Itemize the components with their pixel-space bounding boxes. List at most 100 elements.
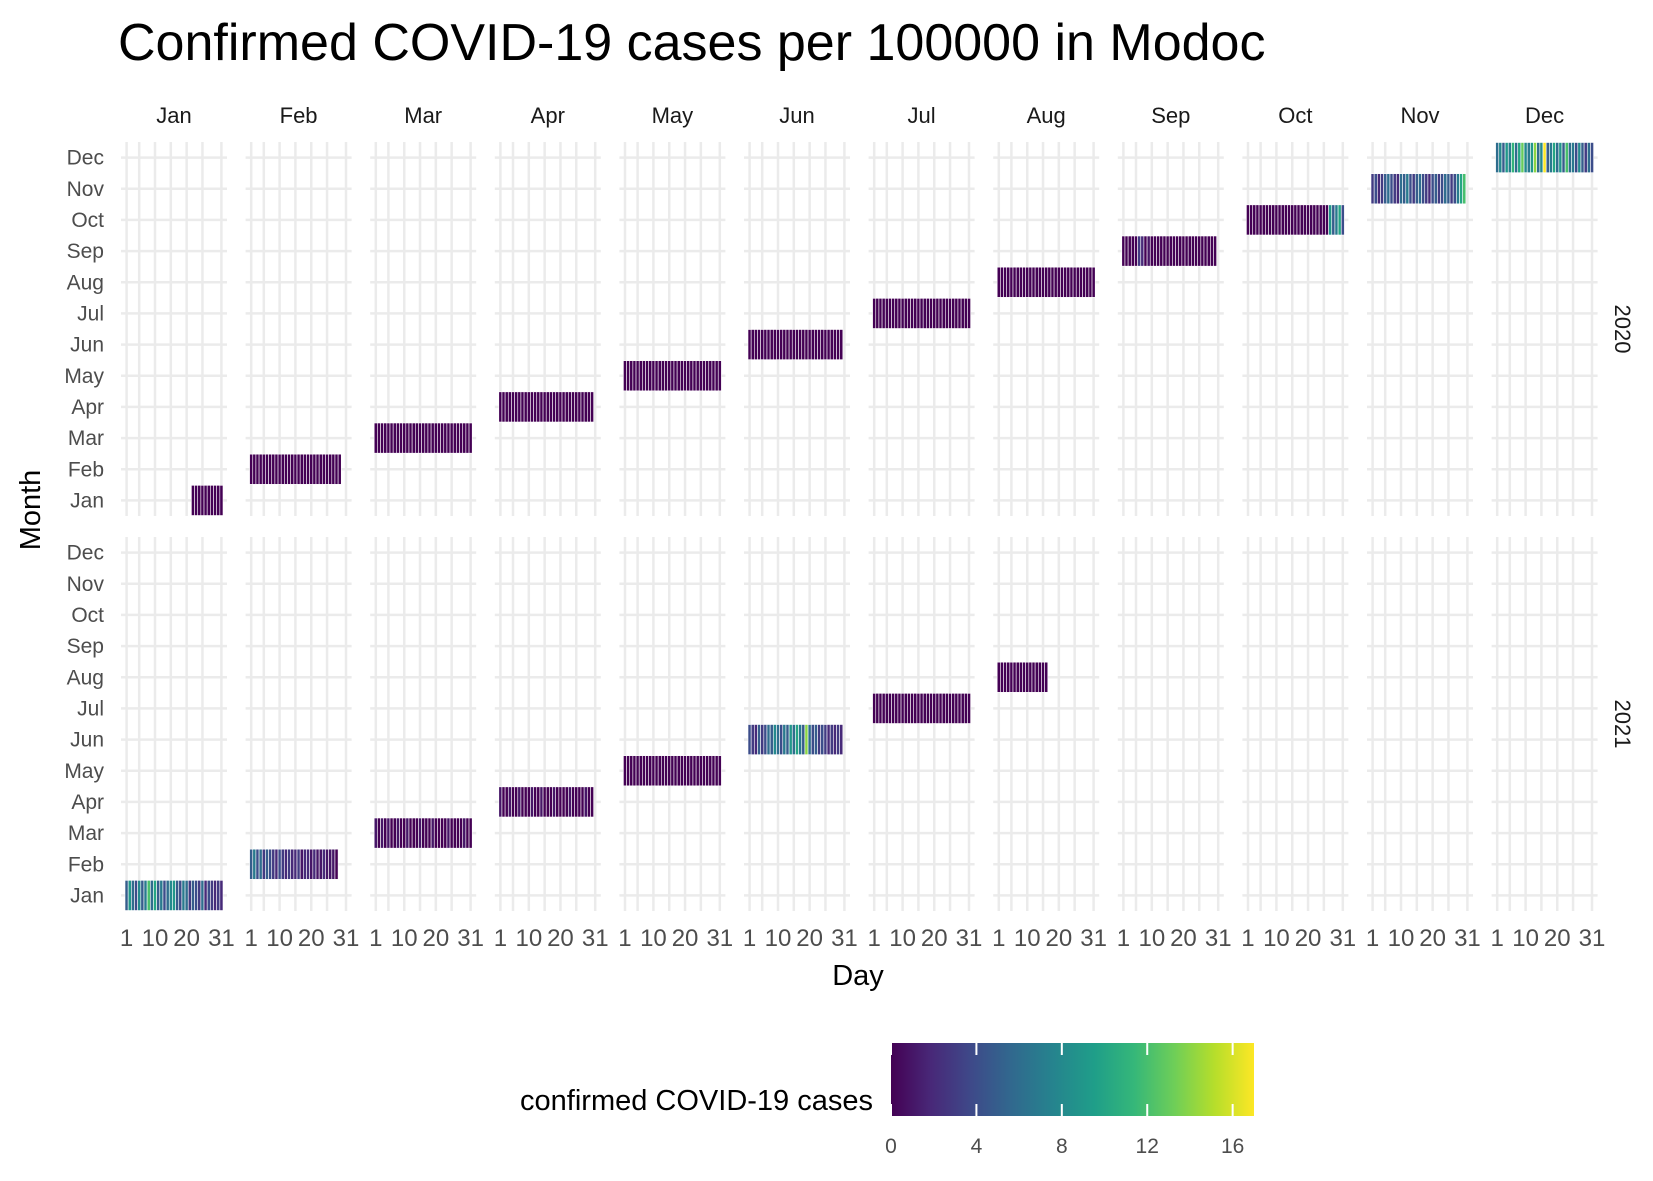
heatmap-tile bbox=[530, 786, 534, 818]
heatmap-tile bbox=[884, 298, 889, 329]
y-tick-label: Mar bbox=[68, 822, 104, 845]
heatmap-tile bbox=[1568, 142, 1572, 173]
y-tick-label: Apr bbox=[71, 396, 104, 419]
heatmap-tile bbox=[271, 453, 276, 485]
heatmap-tile bbox=[468, 817, 473, 849]
heatmap-tile bbox=[1331, 204, 1336, 236]
heatmap-tile bbox=[664, 360, 668, 392]
heatmap-tile bbox=[645, 755, 649, 787]
heatmap-tile bbox=[760, 724, 765, 755]
heatmap-tile bbox=[1580, 142, 1585, 173]
heatmap-tile bbox=[954, 693, 959, 724]
heatmap-tile bbox=[801, 329, 806, 360]
heatmap-tile bbox=[1561, 142, 1566, 173]
heatmap-tile bbox=[676, 755, 681, 787]
heatmap-tile bbox=[689, 360, 694, 392]
heatmap-tile bbox=[552, 391, 556, 423]
x-tick-label: 20 bbox=[1170, 925, 1197, 952]
heatmap-tile bbox=[424, 422, 429, 454]
heatmap-tile bbox=[1277, 204, 1282, 236]
heatmap-tile bbox=[1121, 235, 1126, 267]
heatmap-tile bbox=[1424, 173, 1429, 205]
heatmap-tile bbox=[1175, 235, 1180, 267]
heatmap-tile bbox=[549, 391, 553, 423]
heatmap-tile bbox=[916, 298, 921, 329]
heatmap-tile bbox=[399, 817, 403, 849]
x-tick-label: 10 bbox=[640, 925, 667, 952]
heatmap-tile bbox=[219, 485, 224, 516]
heatmap-tile bbox=[683, 360, 687, 392]
heatmap-tile bbox=[299, 848, 304, 880]
x-tick-label: 10 bbox=[1263, 925, 1290, 952]
heatmap-tile bbox=[711, 755, 716, 787]
heatmap-tile bbox=[776, 329, 780, 360]
heatmap-tile bbox=[265, 453, 269, 485]
heatmap-tile bbox=[1044, 661, 1049, 693]
heatmap-tile bbox=[137, 880, 142, 911]
heatmap-tile bbox=[427, 817, 432, 849]
heatmap-tile bbox=[127, 880, 132, 911]
y-axis-label: Month bbox=[15, 470, 47, 551]
legend-tick-label: 8 bbox=[1056, 1135, 1068, 1158]
heatmap-tile bbox=[1025, 266, 1030, 298]
heatmap-tile bbox=[763, 724, 768, 755]
heatmap-tile bbox=[396, 817, 400, 849]
heatmap-tile bbox=[533, 391, 538, 423]
heatmap-tile bbox=[558, 391, 563, 423]
heatmap-tile bbox=[590, 786, 594, 818]
heatmap-tile bbox=[1265, 204, 1269, 236]
heatmap-tile bbox=[1293, 204, 1298, 236]
heatmap-tile bbox=[583, 786, 588, 818]
heatmap-tile bbox=[676, 360, 681, 392]
y-tick-label: Jan bbox=[70, 884, 104, 907]
heatmap-tile bbox=[779, 724, 784, 755]
heatmap-tile bbox=[1440, 173, 1445, 205]
facet-label-month: Apr bbox=[531, 103, 565, 128]
heatmap-tile bbox=[1178, 235, 1183, 267]
heatmap-tile bbox=[1523, 142, 1528, 173]
heatmap-tile bbox=[303, 848, 307, 880]
tiles-layer bbox=[124, 142, 1594, 911]
heatmap-tile bbox=[894, 298, 899, 329]
heatmap-tile bbox=[791, 329, 796, 360]
heatmap-tile bbox=[1015, 661, 1020, 693]
heatmap-tile bbox=[446, 422, 451, 454]
heatmap-tile bbox=[951, 298, 956, 329]
heatmap-tile bbox=[1586, 142, 1591, 173]
heatmap-tile bbox=[268, 848, 273, 880]
x-tick-label: 20 bbox=[547, 925, 574, 952]
x-tick-label: 31 bbox=[457, 925, 484, 952]
heatmap-tile bbox=[504, 786, 509, 818]
heatmap-tile bbox=[941, 693, 946, 724]
heatmap-tile bbox=[960, 298, 965, 329]
heatmap-tile bbox=[810, 724, 815, 755]
x-tick-label: 31 bbox=[706, 925, 733, 952]
heatmap-tile bbox=[268, 453, 273, 485]
heatmap-tile bbox=[1446, 173, 1451, 205]
heatmap-tile bbox=[897, 298, 902, 329]
heatmap-tile bbox=[705, 755, 710, 787]
heatmap-tile bbox=[299, 453, 304, 485]
heatmap-tile bbox=[542, 786, 547, 818]
heatmap-tile bbox=[440, 817, 445, 849]
heatmap-tile bbox=[1517, 142, 1522, 173]
heatmap-tile bbox=[932, 693, 937, 724]
heatmap-tile bbox=[168, 880, 173, 911]
heatmap-tile bbox=[386, 817, 391, 849]
heatmap-tile bbox=[1290, 204, 1295, 236]
heatmap-tile bbox=[1456, 173, 1460, 205]
heatmap-tile bbox=[897, 693, 902, 724]
heatmap-tile bbox=[523, 391, 528, 423]
facet-label-month: Aug bbox=[1027, 103, 1066, 128]
heatmap-tile bbox=[258, 848, 263, 880]
heatmap-tile bbox=[197, 485, 202, 516]
heatmap-tile bbox=[514, 786, 519, 818]
heatmap-tile bbox=[252, 453, 257, 485]
heatmap-tile bbox=[411, 422, 416, 454]
heatmap-tile bbox=[679, 755, 684, 787]
heatmap-tile bbox=[1022, 266, 1026, 298]
heatmap-tile bbox=[1203, 235, 1208, 267]
legend-colorbar bbox=[891, 1043, 1254, 1116]
heatmap-tile bbox=[750, 329, 755, 360]
x-tick-label: 31 bbox=[1329, 925, 1356, 952]
